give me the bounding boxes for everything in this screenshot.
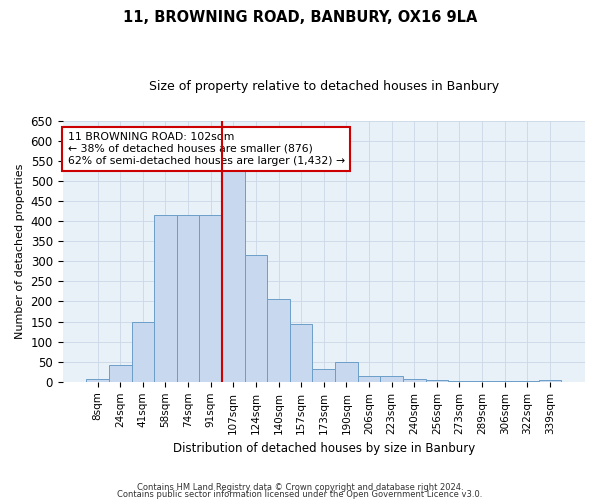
Text: 11 BROWNING ROAD: 102sqm
← 38% of detached houses are smaller (876)
62% of semi-: 11 BROWNING ROAD: 102sqm ← 38% of detach…: [68, 132, 345, 166]
Y-axis label: Number of detached properties: Number of detached properties: [15, 164, 25, 339]
Bar: [539, 380, 561, 382]
Bar: [177, 215, 199, 382]
Bar: [154, 215, 177, 382]
X-axis label: Distribution of detached houses by size in Banbury: Distribution of detached houses by size …: [173, 442, 475, 455]
Bar: [222, 169, 245, 382]
Text: Contains public sector information licensed under the Open Government Licence v3: Contains public sector information licen…: [118, 490, 482, 499]
Bar: [448, 380, 471, 382]
Bar: [493, 380, 516, 382]
Bar: [358, 376, 380, 382]
Text: Contains HM Land Registry data © Crown copyright and database right 2024.: Contains HM Land Registry data © Crown c…: [137, 484, 463, 492]
Bar: [425, 380, 448, 382]
Bar: [290, 324, 313, 382]
Bar: [380, 376, 403, 382]
Bar: [335, 362, 358, 382]
Text: 11, BROWNING ROAD, BANBURY, OX16 9LA: 11, BROWNING ROAD, BANBURY, OX16 9LA: [123, 10, 477, 25]
Bar: [267, 300, 290, 382]
Bar: [131, 322, 154, 382]
Bar: [471, 380, 493, 382]
Bar: [86, 378, 109, 382]
Title: Size of property relative to detached houses in Banbury: Size of property relative to detached ho…: [149, 80, 499, 93]
Bar: [245, 255, 267, 382]
Bar: [516, 381, 539, 382]
Bar: [403, 378, 425, 382]
Bar: [109, 364, 131, 382]
Bar: [199, 215, 222, 382]
Bar: [313, 368, 335, 382]
